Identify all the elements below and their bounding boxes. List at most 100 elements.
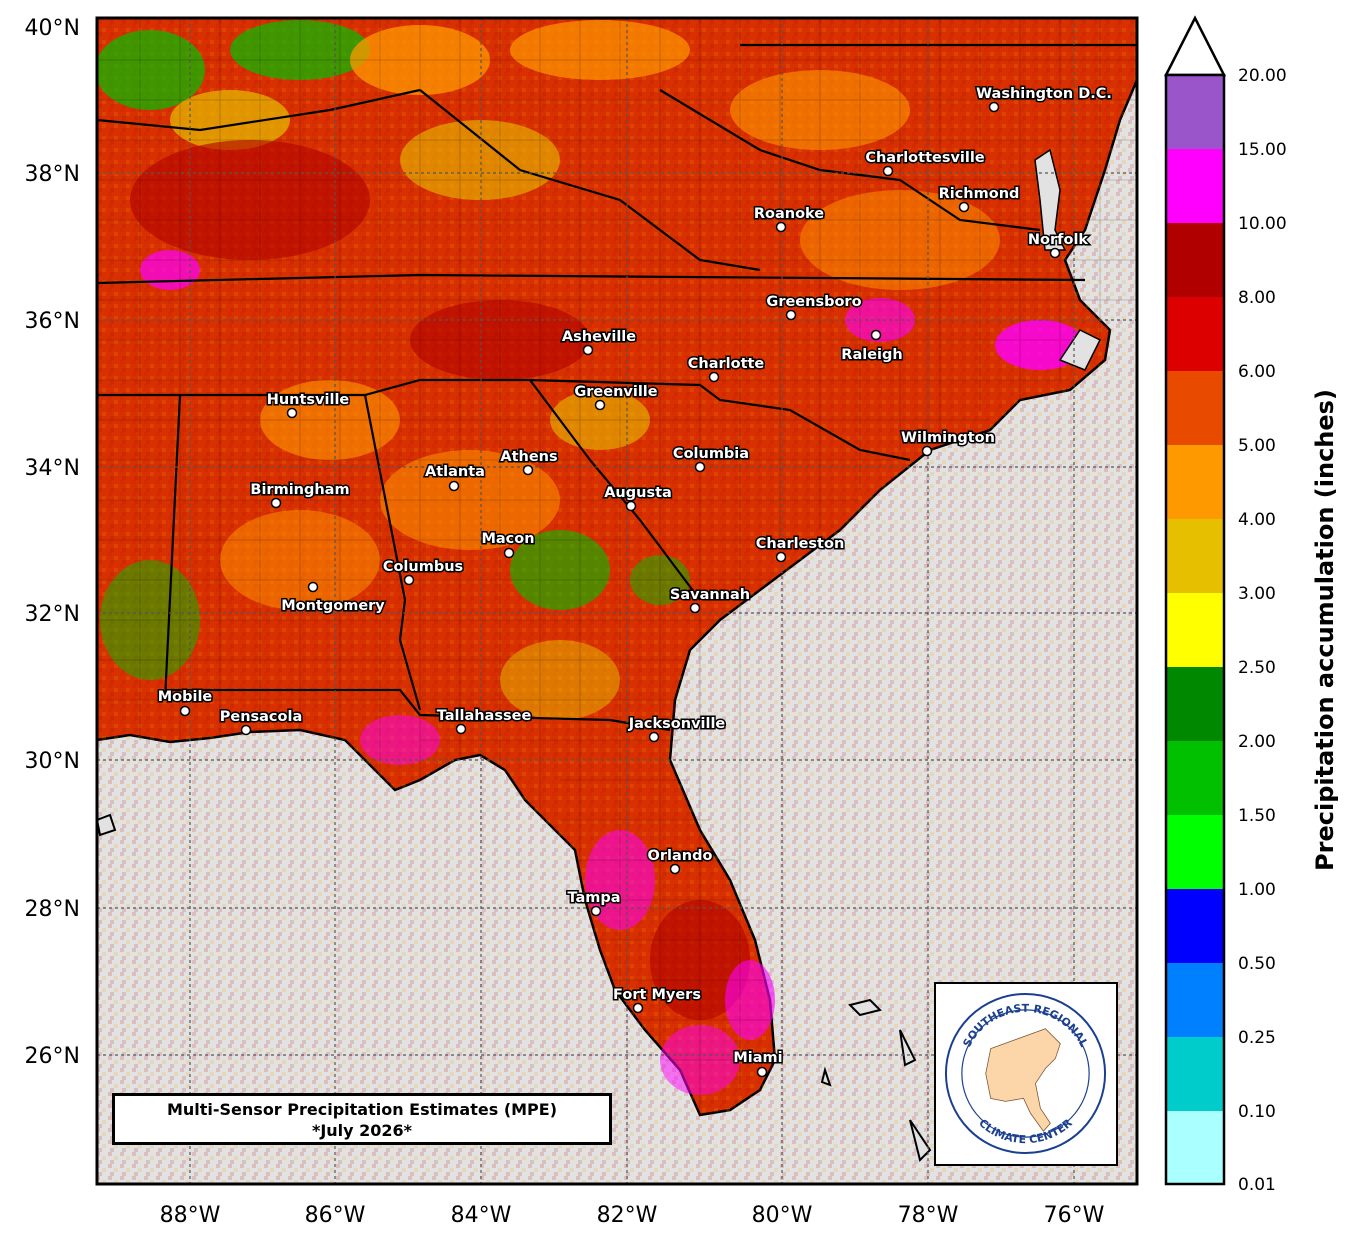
city-dot [455,723,467,735]
lat-label: 26°N [25,1044,80,1069]
colorbar-segment [1166,371,1224,445]
city-label: Tallahassee [437,708,532,724]
city-label: Montgomery [281,598,385,614]
colorbar-segment [1166,741,1224,815]
lat-label: 40°N [25,16,80,41]
lon-label: 80°W [752,1203,813,1228]
city-dot [775,551,787,563]
colorbar-segment [1166,1111,1224,1184]
city-label: Orlando [648,848,713,864]
city-label: Fort Myers [613,987,701,1003]
colorbar-tick-label: 8.00 [1238,288,1276,308]
colorbar-segment [1166,667,1224,741]
city-dot [708,371,720,383]
lat-labels: 40°N 38°N 36°N 34°N 32°N 30°N 28°N 26°N [25,16,80,1069]
colorbar-segment [1166,815,1224,889]
lat-label: 38°N [25,162,80,187]
colorbar-segment [1166,149,1224,223]
city-label: Columbus [383,559,463,575]
city-dot [632,1002,644,1014]
city-label: Charleston [756,536,845,552]
city-label: Miami [733,1050,782,1066]
city-dot [648,731,660,743]
state-borders [97,43,1137,732]
city-label: Roanoke [754,206,824,222]
lon-label: 82°W [597,1203,658,1228]
pamlico-sound [1058,329,1102,371]
city-label: Savannah [670,587,750,603]
colorbar-segment [1166,593,1224,667]
colorbar-tick-label: 3.00 [1238,584,1276,604]
city-label: Mobile [158,689,213,705]
lat-label: 34°N [25,456,80,481]
city-label: Columbia [673,446,749,462]
city-dot [870,329,882,341]
city-label: Macon [481,531,534,547]
city-dot [179,705,191,717]
map-subtitle: *July 2026* [311,1121,413,1140]
colorbar-tick-label: 2.00 [1238,732,1276,752]
city-dot [503,547,515,559]
gridlines [97,18,1137,1184]
city-label: Pensacola [220,709,303,725]
city-label: Greensboro [766,294,861,310]
colorbar-tick-label: 0.50 [1238,954,1276,974]
city-label: Jacksonville [628,716,726,732]
city-dot [988,101,1000,113]
city-dot [785,309,797,321]
southeast-region-icon [985,1028,1061,1132]
colorbar-tick-label: 20.00 [1238,66,1287,86]
city-dot [448,480,460,492]
colorbar-tick-label: 5.00 [1238,436,1276,456]
city-markers: Washington D.C. Charlottesville Richmond… [156,85,1113,1078]
city-dot [921,445,933,457]
colorbar-segment [1166,297,1224,371]
city-label: Charlotte [688,356,765,372]
map-title: Multi-Sensor Precipitation Estimates (MP… [166,1100,558,1119]
city-label: Washington D.C. [976,86,1112,102]
city-dot [625,500,637,512]
city-label: Raleigh [841,347,902,363]
lat-label: 28°N [25,897,80,922]
colorbar-segment [1166,963,1224,1037]
city-label: Greenville [574,384,657,400]
city-dot [594,399,606,411]
city-dot [775,221,787,233]
colorbar-segment [1166,445,1224,519]
lon-label: 78°W [898,1203,959,1228]
colorbar-segment [1166,889,1224,963]
colorbar-tick-label: 2.50 [1238,658,1276,678]
lon-label: 88°W [160,1203,221,1228]
lon-label: 84°W [451,1203,512,1228]
city-label: Norfolk [1028,232,1088,248]
colorbar-segment [1166,1037,1224,1111]
colorbar-tick-label: 1.50 [1238,806,1276,826]
colorbar-tick-label: 0.25 [1238,1028,1276,1048]
colorbar-frame [1164,73,1226,1186]
map-title-box: Multi-Sensor Precipitation Estimates (MP… [112,1093,612,1145]
city-dot [882,165,894,177]
colorbar-tick-label: 0.10 [1238,1102,1276,1122]
city-dot [240,724,252,736]
city-label: Charlottesville [865,150,985,166]
city-label: Asheville [562,329,636,345]
city-label: Augusta [604,485,672,501]
sercc-logo-box: SOUTHEAST REGIONAL CLIMATE CENTER [934,982,1118,1166]
city-dot [1049,247,1061,259]
city-dot [756,1066,768,1078]
city-dot [689,602,701,614]
lon-labels: 88°W 86°W 84°W 82°W 80°W 78°W 76°W [160,1203,1105,1228]
city-dot [958,201,970,213]
lon-label: 76°W [1044,1203,1105,1228]
colorbar-overflow-triangle [1163,15,1227,77]
city-label: Huntsville [267,392,350,408]
city-label: Atlanta [425,464,485,480]
lat-label: 32°N [25,602,80,627]
city-label: Tampa [567,890,620,906]
lat-label: 36°N [25,309,80,334]
city-label: Richmond [939,186,1020,202]
colorbar-tick-label: 1.00 [1238,880,1276,900]
city-dot [403,574,415,586]
colorbar-tick-label: 0.01 [1238,1175,1276,1195]
precip-patches [97,20,1085,1095]
